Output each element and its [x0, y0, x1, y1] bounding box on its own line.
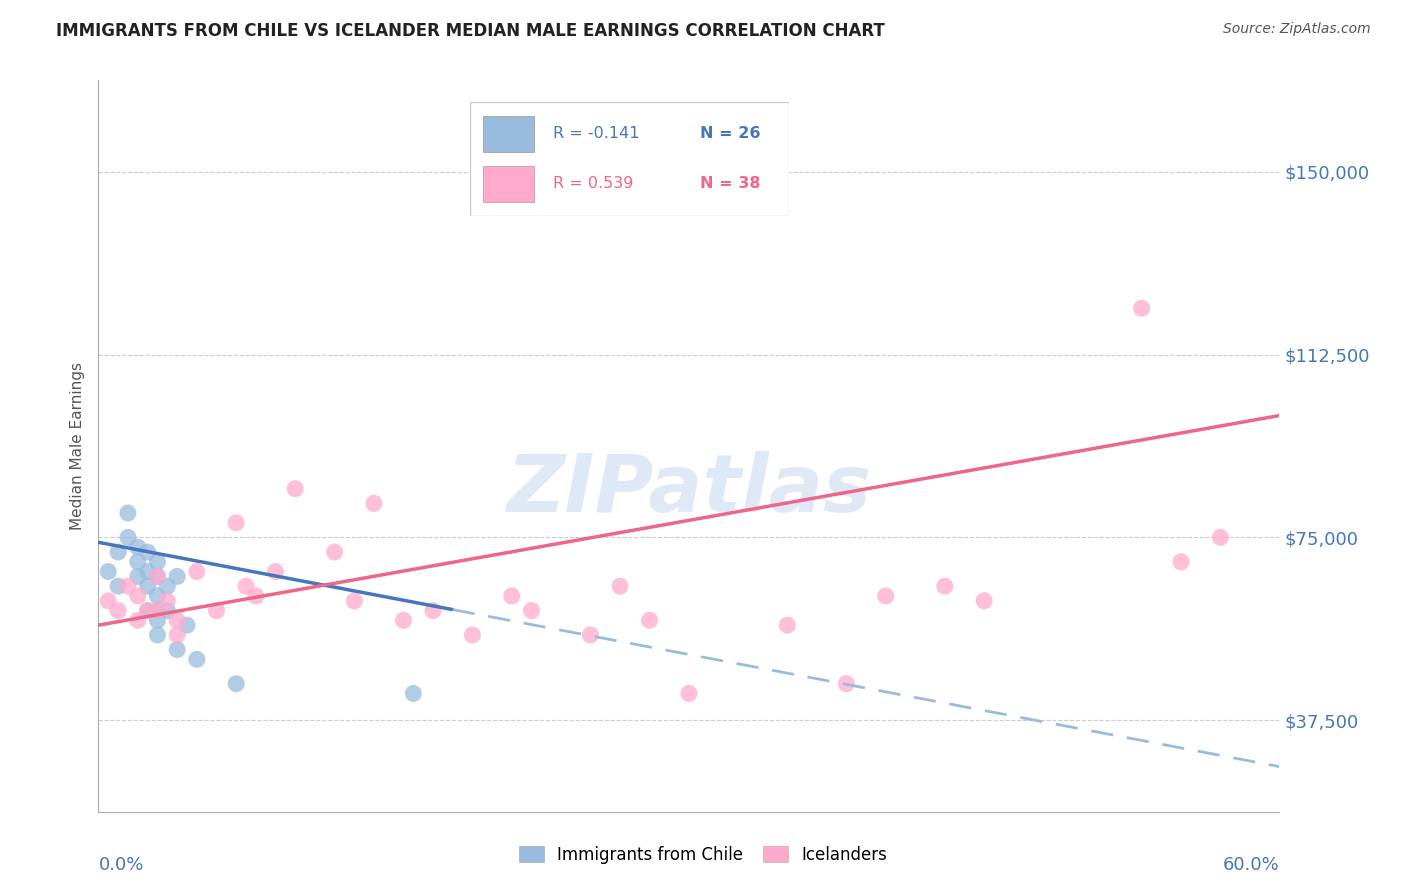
Point: [136, 603, 159, 617]
Text: 0.0%: 0.0%: [98, 855, 143, 873]
Text: Source: ZipAtlas.com: Source: ZipAtlas.com: [1223, 22, 1371, 37]
Point: [835, 676, 858, 690]
Point: [156, 579, 179, 593]
Point: [678, 686, 700, 700]
Point: [166, 642, 188, 657]
Text: 60.0%: 60.0%: [1223, 855, 1279, 873]
Point: [166, 569, 188, 583]
Point: [323, 545, 346, 559]
Point: [136, 603, 159, 617]
Point: [205, 603, 228, 617]
Point: [117, 530, 139, 544]
Point: [579, 628, 602, 642]
Point: [107, 579, 129, 593]
Point: [520, 603, 543, 617]
Point: [461, 628, 484, 642]
Point: [609, 579, 631, 593]
Point: [402, 686, 425, 700]
Point: [245, 589, 267, 603]
Point: [146, 603, 169, 617]
Point: [501, 589, 523, 603]
Point: [166, 613, 188, 627]
Legend: Immigrants from Chile, Icelanders: Immigrants from Chile, Icelanders: [512, 839, 894, 871]
Point: [156, 594, 179, 608]
Point: [146, 589, 169, 603]
Point: [1170, 555, 1192, 569]
Point: [146, 555, 169, 569]
Point: [97, 594, 120, 608]
Point: [186, 652, 208, 666]
Point: [146, 569, 169, 583]
Point: [146, 613, 169, 627]
Point: [973, 594, 995, 608]
Point: [235, 579, 257, 593]
Point: [136, 545, 159, 559]
Point: [117, 506, 139, 520]
Point: [776, 618, 799, 632]
Y-axis label: Median Male Earnings: Median Male Earnings: [70, 362, 86, 530]
Point: [1209, 530, 1232, 544]
Point: [934, 579, 956, 593]
Point: [127, 555, 149, 569]
Point: [225, 516, 247, 530]
Point: [363, 496, 385, 510]
Point: [166, 628, 188, 642]
Point: [875, 589, 897, 603]
Point: [156, 603, 179, 617]
Point: [392, 613, 415, 627]
Point: [146, 628, 169, 642]
Point: [107, 603, 129, 617]
Point: [422, 603, 444, 617]
Point: [186, 565, 208, 579]
Point: [127, 613, 149, 627]
Point: [136, 579, 159, 593]
Point: [97, 565, 120, 579]
Point: [343, 594, 366, 608]
Text: IMMIGRANTS FROM CHILE VS ICELANDER MEDIAN MALE EARNINGS CORRELATION CHART: IMMIGRANTS FROM CHILE VS ICELANDER MEDIA…: [56, 22, 884, 40]
Point: [1130, 301, 1153, 316]
Point: [107, 545, 129, 559]
Point: [136, 565, 159, 579]
Point: [225, 676, 247, 690]
Point: [146, 603, 169, 617]
Point: [127, 569, 149, 583]
Point: [146, 569, 169, 583]
Point: [284, 482, 307, 496]
Point: [176, 618, 198, 632]
Point: [127, 540, 149, 554]
Point: [264, 565, 287, 579]
Text: ZIPatlas: ZIPatlas: [506, 450, 872, 529]
Point: [127, 589, 149, 603]
Point: [638, 613, 661, 627]
Point: [117, 579, 139, 593]
